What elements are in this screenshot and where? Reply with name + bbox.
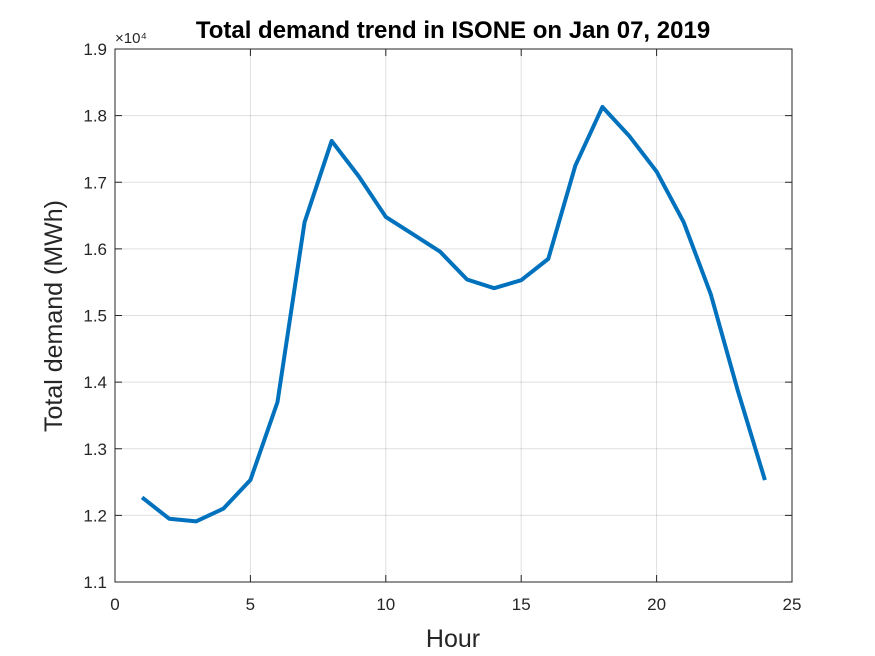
y-tick-label: 1.4: [83, 373, 107, 392]
x-tick-label: 10: [376, 595, 395, 614]
y-tick-label: 1.3: [83, 440, 107, 459]
x-tick-label: 0: [110, 595, 119, 614]
x-tick-label: 20: [647, 595, 666, 614]
y-axis-label: Total demand (MWh): [40, 200, 68, 432]
y-tick-label: 1.8: [83, 107, 107, 126]
x-axis-label: Hour: [426, 625, 480, 653]
series-layer: [140, 104, 767, 524]
x-tick-labels: 0 5 10 15 20 25: [110, 595, 801, 614]
demand-series-line: [140, 104, 767, 524]
y-tick-label: 1.9: [83, 40, 107, 59]
plot-area: [115, 49, 792, 582]
chart-title: Total demand trend in ISONE on Jan 07, 2…: [196, 17, 710, 44]
y-tick-label: 1.1: [83, 573, 107, 592]
y-tick-label: 1.7: [83, 173, 107, 192]
y-tick-label: 1.2: [83, 506, 107, 525]
y-tick-labels: 1.1 1.2 1.3 1.4 1.5 1.6 1.7 1.8 1.9: [83, 40, 107, 592]
x-tick-label: 5: [246, 595, 255, 614]
tick-marks: [114, 48, 793, 583]
y-tick-label: 1.6: [83, 240, 107, 259]
x-tick-label: 25: [783, 595, 802, 614]
x-tick-label: 15: [512, 595, 531, 614]
y-exponent-label: ×10⁴: [115, 30, 147, 47]
y-tick-label: 1.5: [83, 307, 107, 326]
